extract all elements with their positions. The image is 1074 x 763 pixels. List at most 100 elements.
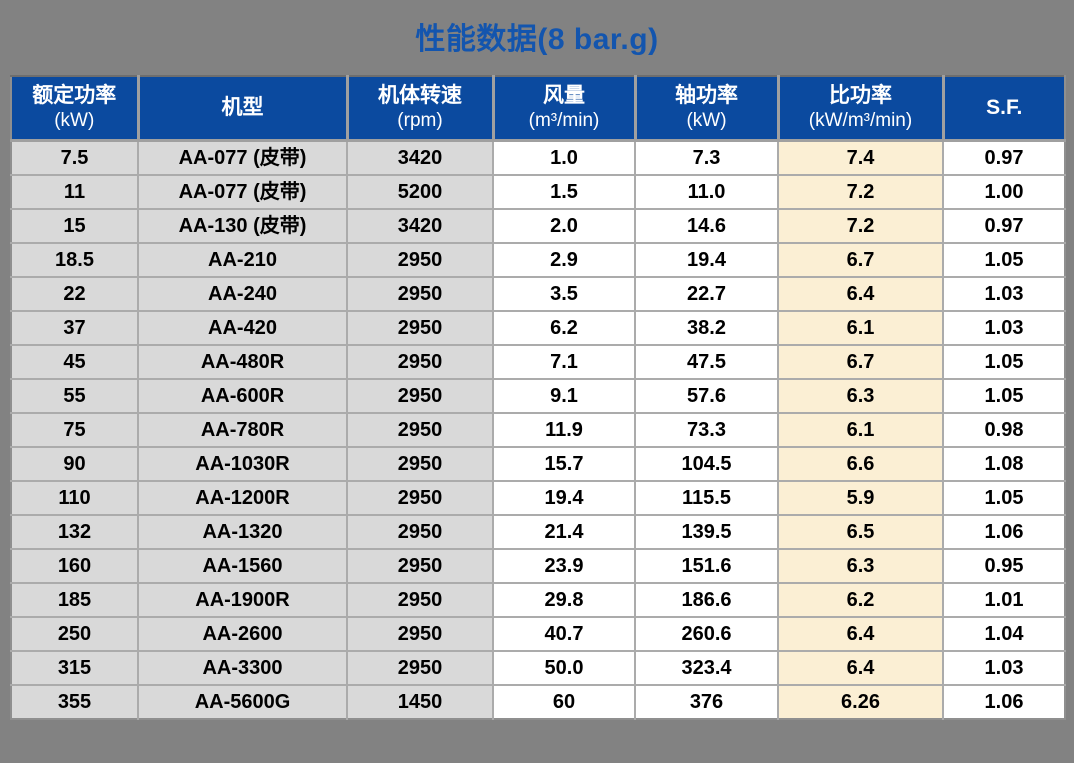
column-label: 机型 <box>221 96 264 119</box>
table-cell-air_flow: 2.0 <box>492 208 636 244</box>
table-cell-air_flow: 60 <box>492 684 636 719</box>
table-cell-shaft_power: 57.6 <box>634 378 779 414</box>
table-cell-specific_power: 6.1 <box>777 412 944 448</box>
table-cell-shaft_power: 151.6 <box>634 548 779 584</box>
table-row: 7.5 AA-077 (皮带) 3420 1.0 7.3 7.4 0.97 <box>11 139 1065 176</box>
column-header-model: 机型 <box>136 76 349 142</box>
table-cell-speed: 3420 <box>346 208 494 244</box>
table-cell-specific_power: 7.2 <box>777 208 944 244</box>
table-cell-specific_power: 7.4 <box>777 139 944 176</box>
table-cell-air_flow: 3.5 <box>492 276 636 312</box>
table-cell-specific_power: 6.7 <box>777 344 944 380</box>
table-cell-model: AA-780R <box>137 412 348 448</box>
table-cell-air_flow: 11.9 <box>492 412 636 448</box>
table-cell-service_factor: 1.05 <box>942 242 1065 278</box>
table-cell-speed: 2950 <box>346 276 494 312</box>
table-row: 55 AA-600R 2950 9.1 57.6 6.3 1.05 <box>11 378 1065 414</box>
table-cell-shaft_power: 11.0 <box>634 174 779 210</box>
table-cell-shaft_power: 260.6 <box>634 616 779 652</box>
table-cell-air_flow: 1.0 <box>492 139 636 176</box>
table-cell-service_factor: 1.06 <box>942 514 1065 550</box>
column-header-rated-power: 额定功率 (kW) <box>11 76 140 142</box>
table-cell-air_flow: 2.9 <box>492 242 636 278</box>
table-cell-model: AA-2600 <box>137 616 348 652</box>
table-cell-specific_power: 6.4 <box>777 650 944 686</box>
table-cell-speed: 2950 <box>346 412 494 448</box>
table-cell-service_factor: 1.05 <box>942 480 1065 516</box>
table-cell-service_factor: 1.08 <box>942 446 1065 482</box>
table-row: 132 AA-1320 2950 21.4 139.5 6.5 1.06 <box>11 514 1065 550</box>
column-label: 比功率 <box>829 84 892 107</box>
table-cell-specific_power: 6.6 <box>777 446 944 482</box>
column-unit: (m³/min) <box>528 110 600 131</box>
table-cell-rated_power: 22 <box>11 276 139 312</box>
table-cell-specific_power: 7.2 <box>777 174 944 210</box>
table-cell-model: AA-1320 <box>137 514 348 550</box>
table-row: 110 AA-1200R 2950 19.4 115.5 5.9 1.05 <box>11 480 1065 516</box>
table-cell-model: AA-1560 <box>137 548 348 584</box>
table-cell-model: AA-1030R <box>137 446 348 482</box>
table-cell-specific_power: 6.4 <box>777 616 944 652</box>
table-cell-model: AA-077 (皮带) <box>137 174 348 210</box>
table-cell-service_factor: 1.03 <box>942 276 1065 312</box>
table-cell-shaft_power: 323.4 <box>634 650 779 686</box>
table-cell-model: AA-130 (皮带) <box>137 208 348 244</box>
performance-table: 额定功率 (kW) 机型 机体转速 (rpm) 风量 (m³/min) 轴功率 <box>10 75 1066 720</box>
table-cell-service_factor: 0.98 <box>942 412 1065 448</box>
table-cell-shaft_power: 19.4 <box>634 242 779 278</box>
table-cell-shaft_power: 104.5 <box>634 446 779 482</box>
table-cell-specific_power: 6.2 <box>777 582 944 618</box>
table-cell-model: AA-420 <box>137 310 348 346</box>
table-cell-service_factor: 0.97 <box>942 208 1065 244</box>
column-unit: (kW/m³/min) <box>808 110 913 131</box>
table-row: 18.5 AA-210 2950 2.9 19.4 6.7 1.05 <box>11 242 1065 278</box>
table-cell-shaft_power: 14.6 <box>634 208 779 244</box>
table-cell-model: AA-077 (皮带) <box>137 139 348 176</box>
table-cell-air_flow: 23.9 <box>492 548 636 584</box>
table-cell-model: AA-3300 <box>137 650 348 686</box>
table-cell-service_factor: 1.06 <box>942 684 1065 719</box>
table-cell-air_flow: 29.8 <box>492 582 636 618</box>
table-cell-service_factor: 1.04 <box>942 616 1065 652</box>
table-cell-speed: 3420 <box>346 139 494 176</box>
table-cell-rated_power: 75 <box>11 412 139 448</box>
table-cell-service_factor: 1.05 <box>942 378 1065 414</box>
table-cell-rated_power: 37 <box>11 310 139 346</box>
table-header-row: 额定功率 (kW) 机型 机体转速 (rpm) 风量 (m³/min) 轴功率 <box>11 76 1065 142</box>
table-cell-model: AA-1900R <box>137 582 348 618</box>
table-cell-specific_power: 6.3 <box>777 548 944 584</box>
table-cell-model: AA-240 <box>137 276 348 312</box>
table-cell-rated_power: 160 <box>11 548 139 584</box>
table-cell-model: AA-210 <box>137 242 348 278</box>
column-label: S.F. <box>986 96 1023 119</box>
table-cell-specific_power: 5.9 <box>777 480 944 516</box>
table-cell-shaft_power: 47.5 <box>634 344 779 380</box>
table-cell-air_flow: 21.4 <box>492 514 636 550</box>
table-cell-rated_power: 18.5 <box>11 242 139 278</box>
table-cell-speed: 1450 <box>346 684 494 719</box>
table-cell-air_flow: 6.2 <box>492 310 636 346</box>
table-cell-shaft_power: 376 <box>634 684 779 719</box>
table-cell-specific_power: 6.5 <box>777 514 944 550</box>
column-header-service-factor: S.F. <box>941 76 1065 142</box>
table-row: 75 AA-780R 2950 11.9 73.3 6.1 0.98 <box>11 412 1065 448</box>
table-cell-air_flow: 50.0 <box>492 650 636 686</box>
table-cell-rated_power: 185 <box>11 582 139 618</box>
table-row: 15 AA-130 (皮带) 3420 2.0 14.6 7.2 0.97 <box>11 208 1065 244</box>
table-cell-rated_power: 315 <box>11 650 139 686</box>
table-row: 185 AA-1900R 2950 29.8 186.6 6.2 1.01 <box>11 582 1065 618</box>
column-label: 机体转速 <box>378 84 462 107</box>
table-cell-shaft_power: 7.3 <box>634 139 779 176</box>
table-cell-air_flow: 40.7 <box>492 616 636 652</box>
table-row: 315 AA-3300 2950 50.0 323.4 6.4 1.03 <box>11 650 1065 686</box>
table-cell-air_flow: 19.4 <box>492 480 636 516</box>
table-row: 11 AA-077 (皮带) 5200 1.5 11.0 7.2 1.00 <box>11 174 1065 210</box>
table-row: 37 AA-420 2950 6.2 38.2 6.1 1.03 <box>11 310 1065 346</box>
table-cell-model: AA-1200R <box>137 480 348 516</box>
table-cell-model: AA-5600G <box>137 684 348 719</box>
column-header-speed: 机体转速 (rpm) <box>345 76 495 142</box>
table-cell-service_factor: 1.01 <box>942 582 1065 618</box>
table-cell-speed: 2950 <box>346 616 494 652</box>
column-header-shaft-power: 轴功率 (kW) <box>633 76 780 142</box>
